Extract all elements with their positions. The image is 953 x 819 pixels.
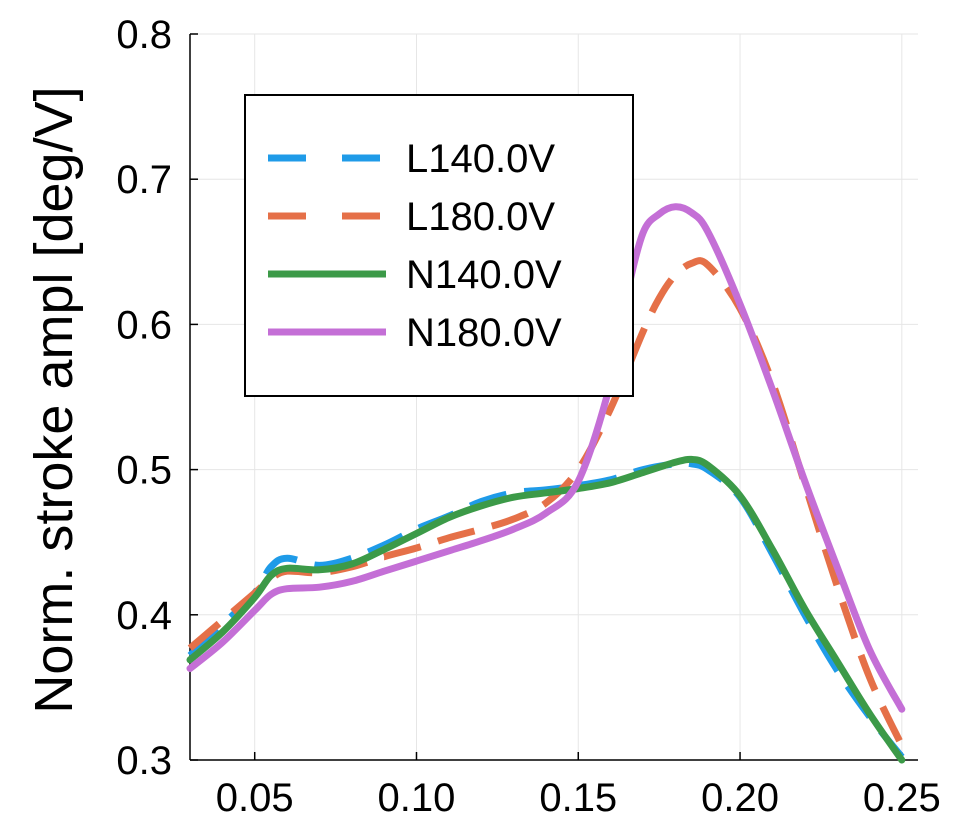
y-tick-label: 0.4 bbox=[116, 594, 172, 638]
x-tick-label: 0.25 bbox=[863, 776, 941, 819]
legend-box bbox=[244, 94, 634, 397]
axes bbox=[189, 34, 918, 761]
legend: L140.0V L180.0V N140.0V N180.0V bbox=[244, 94, 634, 397]
series-line-n180-0v bbox=[186, 203, 906, 713]
y-tick-label: 0.6 bbox=[116, 303, 172, 347]
y-tick-label: 0.5 bbox=[116, 449, 172, 493]
x-tick-label: 0.05 bbox=[216, 776, 294, 819]
legend-label-l180-0v: L180.0V bbox=[406, 195, 555, 239]
x-tick-label: 0.20 bbox=[701, 776, 779, 819]
y-axis-ticks: 0.3 0.4 0.5 0.6 0.7 0.8 bbox=[116, 13, 198, 783]
y-tick-label: 0.8 bbox=[116, 13, 172, 57]
x-axis-ticks: 0.05 0.10 0.15 0.20 0.25 bbox=[216, 752, 941, 819]
x-tick-label: 0.10 bbox=[378, 776, 456, 819]
y-tick-label: 0.3 bbox=[116, 739, 172, 783]
legend-label-n140-0v: N140.0V bbox=[406, 253, 562, 297]
legend-label-n180-0v: N180.0V bbox=[406, 311, 562, 355]
legend-label-l140-0v: L140.0V bbox=[406, 137, 555, 181]
y-tick-label: 0.7 bbox=[116, 158, 172, 202]
x-tick-label: 0.15 bbox=[539, 776, 617, 819]
series-lines bbox=[186, 203, 906, 764]
y-axis-title: Norm. stroke ampl [deg/V] bbox=[24, 86, 84, 713]
series-line-n140-0v bbox=[186, 455, 906, 764]
